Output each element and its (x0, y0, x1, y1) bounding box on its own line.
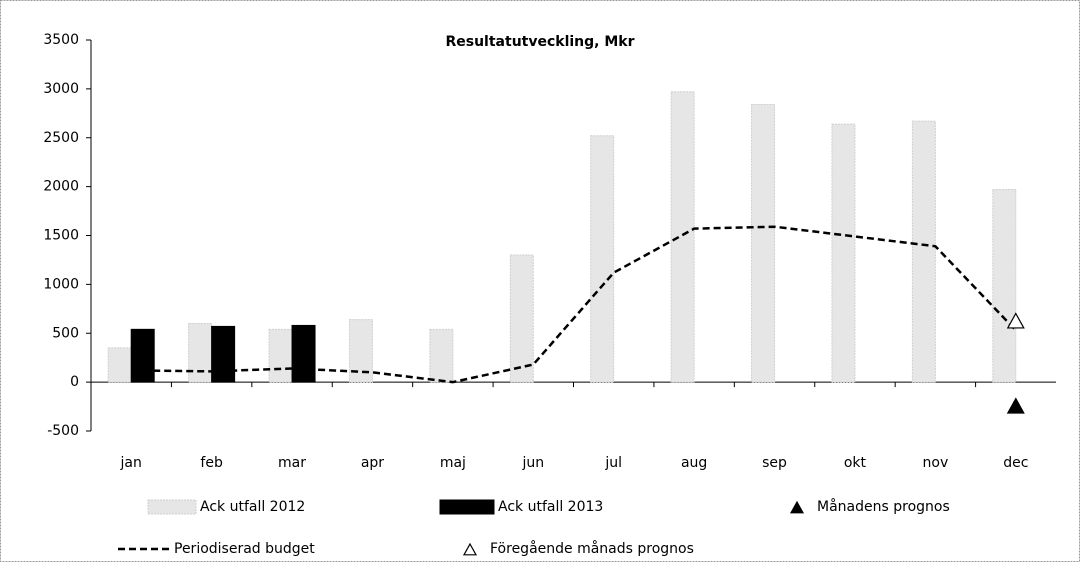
legend-label: Ack utfall 2013 (498, 499, 603, 515)
y-tick-label: 1000 (43, 276, 79, 292)
legend-swatch (462, 542, 478, 556)
y-tick-label: 500 (52, 325, 79, 341)
bar (509, 254, 534, 383)
x-tick-label: jun (521, 455, 544, 471)
legend-label: Ack utfall 2012 (200, 499, 305, 515)
bar (751, 104, 776, 383)
y-tick-label: -500 (47, 423, 79, 439)
bar (348, 319, 373, 383)
bar (429, 328, 454, 383)
bar (291, 324, 316, 383)
legend-label: Periodiserad budget (174, 541, 315, 557)
legend-swatch (147, 499, 197, 515)
bar (211, 325, 236, 383)
y-tick-label: 2000 (43, 179, 79, 195)
chart-title: Resultatutveckling, Mkr (445, 34, 634, 50)
legend-swatch (439, 499, 495, 515)
y-tick-label: 3500 (43, 32, 79, 48)
bar (992, 189, 1017, 383)
bar (670, 91, 695, 383)
y-tick-label: 2500 (43, 130, 79, 146)
y-tick-label: 3000 (43, 81, 79, 97)
x-tick-label: jan (120, 455, 142, 471)
x-tick-label: dec (1003, 455, 1028, 471)
bar (268, 328, 293, 383)
bar (188, 322, 213, 383)
legend-swatch (789, 500, 805, 514)
x-tick-label: okt (844, 455, 867, 471)
x-tick-label: feb (200, 455, 223, 471)
bar (911, 120, 936, 383)
marker (1006, 312, 1025, 329)
x-tick-label: jul (604, 455, 622, 471)
bar (831, 123, 856, 383)
bar (130, 328, 155, 383)
y-tick-label: 1500 (43, 228, 79, 244)
marker (1006, 397, 1025, 414)
budget-line (131, 225, 1017, 384)
x-tick-label: maj (440, 455, 466, 471)
bar (107, 347, 132, 383)
x-tick-label: sep (762, 455, 787, 471)
x-tick-label: nov (923, 455, 949, 471)
x-tick-label: apr (361, 455, 384, 471)
y-tick-label: 0 (70, 374, 79, 390)
x-tick-label: mar (278, 455, 306, 471)
bar (590, 135, 615, 383)
x-tick-label: aug (681, 455, 707, 471)
legend-label: Föregående månads prognos (490, 540, 694, 557)
legend-label: Månadens prognos (817, 498, 950, 515)
